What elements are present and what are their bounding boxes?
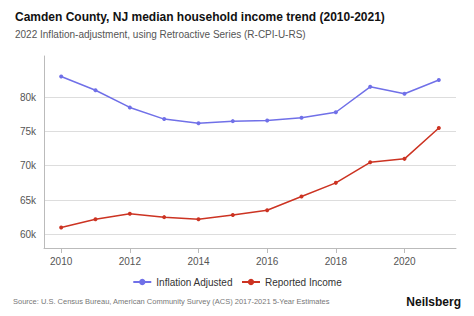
svg-text:2022 Inflation-adjustment, usi: 2022 Inflation-adjustment, using Retroac… [15, 29, 306, 40]
svg-text:80k: 80k [20, 92, 37, 103]
svg-text:Reported Income: Reported Income [265, 277, 342, 288]
svg-text:60k: 60k [20, 229, 37, 240]
svg-text:Camden County, NJ median house: Camden County, NJ median household incom… [15, 10, 385, 24]
svg-text:2016: 2016 [256, 256, 279, 267]
svg-text:65k: 65k [20, 195, 37, 206]
svg-text:Neilsberg: Neilsberg [406, 295, 461, 309]
svg-text:Inflation Adjusted: Inflation Adjusted [156, 277, 232, 288]
svg-text:75k: 75k [20, 126, 37, 137]
svg-text:2014: 2014 [187, 256, 210, 267]
svg-text:2012: 2012 [119, 256, 142, 267]
svg-text:2020: 2020 [393, 256, 416, 267]
svg-text:2010: 2010 [50, 256, 73, 267]
svg-text:70k: 70k [20, 160, 37, 171]
svg-text:Source: U.S. Census Bureau, Am: Source: U.S. Census Bureau, American Com… [13, 297, 330, 306]
svg-text:2018: 2018 [325, 256, 348, 267]
